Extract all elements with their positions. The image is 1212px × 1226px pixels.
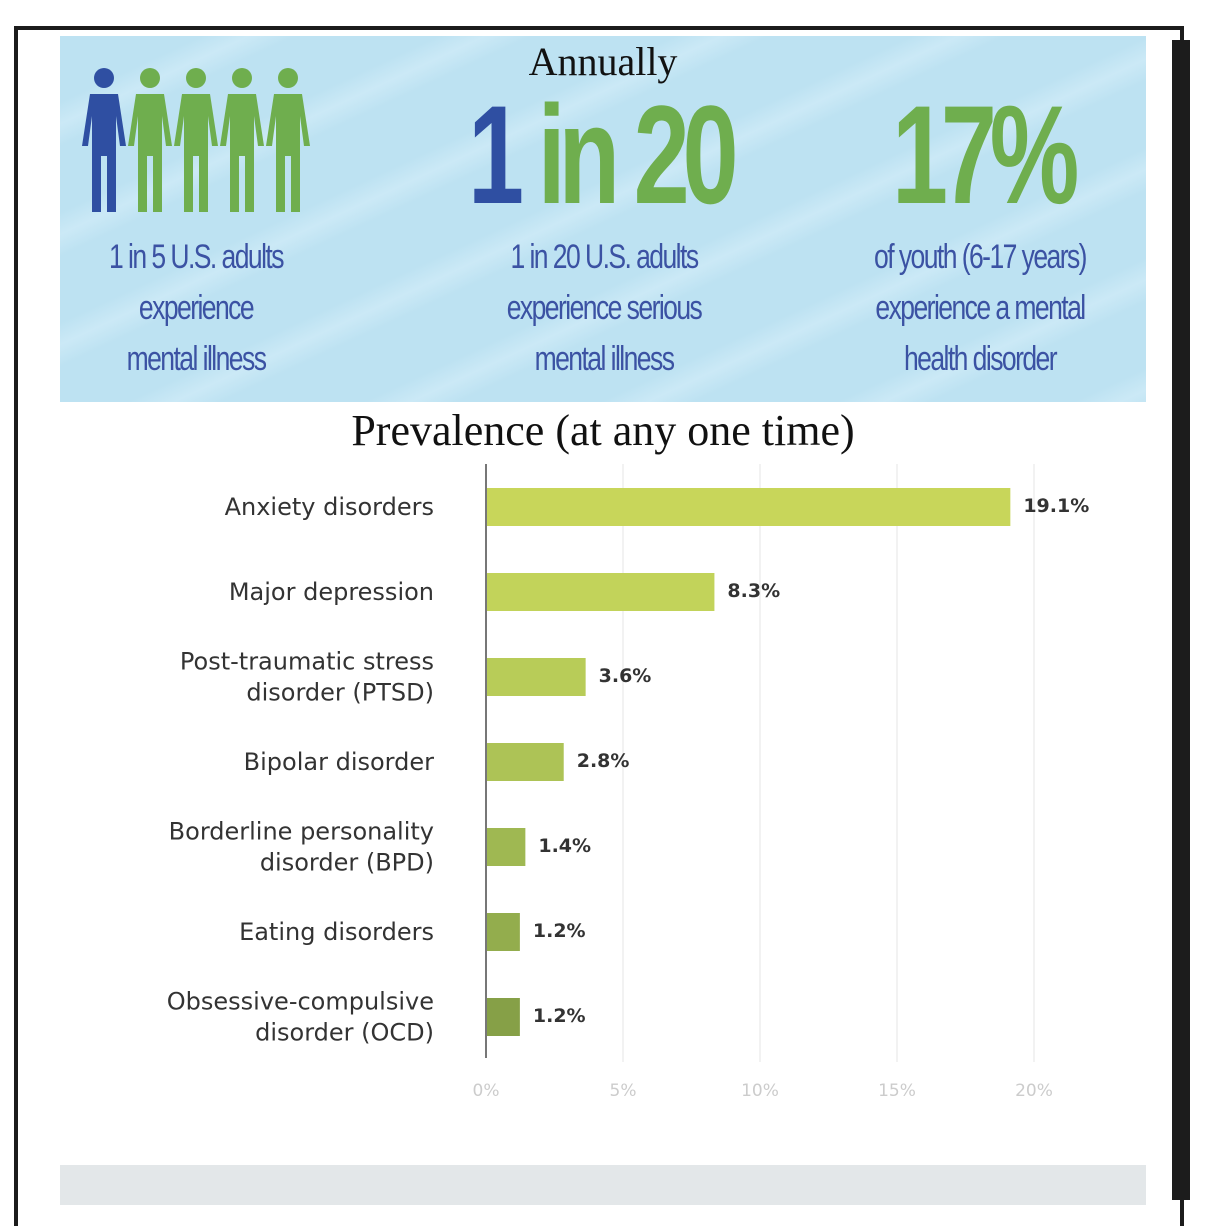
category-label: Obsessive-compulsive xyxy=(167,988,434,1016)
person-icon xyxy=(128,68,172,212)
category-label: disorder (OCD) xyxy=(255,1019,434,1047)
person-body xyxy=(128,94,172,212)
category-label: Post-traumatic stress xyxy=(180,648,434,676)
person-head xyxy=(232,68,252,88)
category-label: disorder (PTSD) xyxy=(246,679,434,707)
category-label: Major depression xyxy=(229,578,434,606)
bar xyxy=(487,488,1011,526)
stat1-line: mental illness xyxy=(126,340,267,378)
person-icon xyxy=(220,68,264,212)
stat3-line: experience a mental xyxy=(875,289,1086,327)
stat3-big: 17% xyxy=(892,76,1079,233)
bar xyxy=(487,828,526,866)
person-body xyxy=(220,94,264,212)
stat3-line: of youth (6-17 years) xyxy=(874,238,1087,276)
bar xyxy=(487,658,586,696)
stat2-line: 1 in 20 U.S. adults xyxy=(510,238,699,276)
data-label: 1.2% xyxy=(533,920,586,942)
stat2-line: mental illness xyxy=(534,340,675,378)
stats-banner: Annually 1 in 5 U.S. adults experience m… xyxy=(60,36,1146,402)
x-tick-label: 10% xyxy=(741,1081,779,1101)
category-label: Eating disorders xyxy=(239,918,434,946)
data-label: 19.1% xyxy=(1023,495,1089,517)
data-label: 1.4% xyxy=(538,835,591,857)
person-body xyxy=(82,94,126,212)
stat2-line: experience serious xyxy=(506,289,703,327)
person-icon xyxy=(266,68,310,212)
person-head xyxy=(94,68,114,88)
data-label: 1.2% xyxy=(533,1005,586,1027)
stat1-text: 1 in 5 U.S. adults experience mental ill… xyxy=(48,232,344,385)
category-label: Borderline personality xyxy=(169,818,434,846)
bar xyxy=(487,743,564,781)
chart-area: Prevalence (at any one time) 0% 5% 10% 15% 2… xyxy=(60,402,1146,1165)
frame-edge xyxy=(1172,40,1190,1200)
bar xyxy=(487,913,520,951)
person-head xyxy=(140,68,160,88)
x-tick-label: 20% xyxy=(1015,1081,1053,1101)
data-label: 2.8% xyxy=(577,750,630,772)
person-body xyxy=(174,94,218,212)
stat2-big: 1 in 20 xyxy=(468,85,739,225)
x-tick-label: 0% xyxy=(473,1081,500,1101)
stat2-big-one: 1 xyxy=(468,76,524,233)
banner-heading: Annually xyxy=(528,39,678,84)
person-head xyxy=(278,68,298,88)
people-icons xyxy=(82,68,310,212)
stat2-text: 1 in 20 U.S. adults experience serious m… xyxy=(456,232,752,385)
person-head xyxy=(186,68,206,88)
x-tick-label: 5% xyxy=(610,1081,637,1101)
category-label: disorder (BPD) xyxy=(260,849,434,877)
data-label: 8.3% xyxy=(727,580,780,602)
bar-chart: 0% 5% 10% 15% 20% 19.1% Anxiety disorders 8.3% M… xyxy=(167,464,1089,1101)
x-tick-label: 15% xyxy=(878,1081,916,1101)
person-icon xyxy=(174,68,218,212)
data-label: 3.6% xyxy=(599,665,652,687)
bar xyxy=(487,573,715,611)
stat2-big-rest: in 20 xyxy=(537,76,739,233)
person-icon xyxy=(82,68,126,212)
bottom-band xyxy=(60,1165,1146,1205)
chart-title: Prevalence (at any one time) xyxy=(351,406,855,455)
person-body xyxy=(266,94,310,212)
stat1-line: experience xyxy=(138,289,255,327)
stat3-line: health disorder xyxy=(903,340,1058,378)
stat1-line: 1 in 5 U.S. adults xyxy=(109,238,284,276)
bar xyxy=(487,998,520,1036)
category-label: Bipolar disorder xyxy=(244,748,434,776)
category-label: Anxiety disorders xyxy=(225,493,434,521)
stat3-text: of youth (6-17 years) experience a menta… xyxy=(832,232,1128,385)
